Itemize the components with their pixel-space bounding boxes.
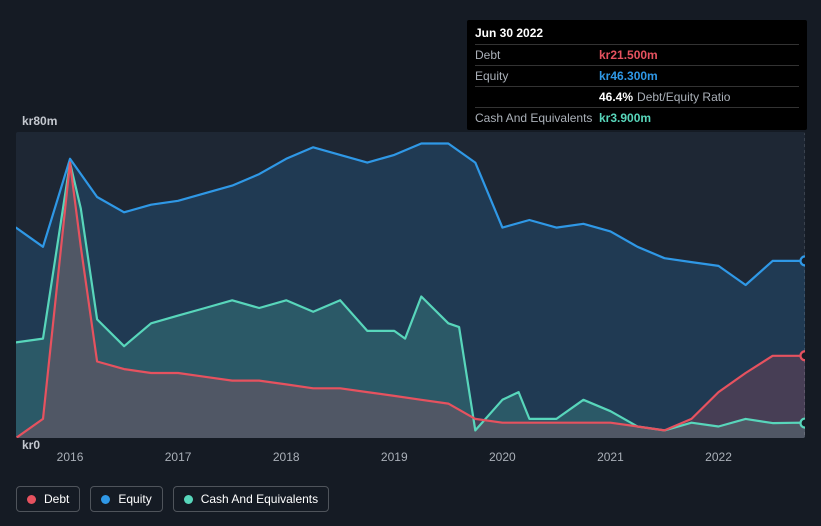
chart-area[interactable]: kr80m kr0 2016201720182019202020212022 — [16, 120, 805, 466]
x-tick-label: 2017 — [165, 450, 192, 464]
x-axis-ticks: 2016 2017 2018 2019 2020 2021 2022 — [16, 450, 805, 466]
legend-dot — [101, 495, 110, 504]
x-tick-label: 2022 — [705, 450, 732, 464]
y-axis-max-label: kr80m — [22, 114, 57, 128]
legend-label: Equity — [118, 492, 151, 506]
tooltip-row: Equitykr46.300m — [475, 65, 799, 86]
chart-legend: Debt Equity Cash And Equivalents — [16, 486, 329, 512]
tooltip-row-value: kr21.500m — [599, 48, 658, 62]
legend-dot — [27, 495, 36, 504]
tooltip-row-value: kr46.300m — [599, 69, 658, 83]
chart-svg — [16, 132, 805, 438]
chart-root: { "tooltip": { "date": "Jun 30 2022", "r… — [0, 0, 821, 526]
series-marker — [801, 351, 806, 360]
x-tick-label: 2018 — [273, 450, 300, 464]
tooltip-row: Debtkr21.500m — [475, 44, 799, 65]
tooltip-date: Jun 30 2022 — [475, 26, 799, 44]
tooltip-row-label — [475, 90, 599, 104]
chart-tooltip: Jun 30 2022 Debtkr21.500mEquitykr46.300m… — [467, 20, 807, 130]
tooltip-row-value: 46.4% — [599, 90, 633, 104]
tooltip-row-label: Equity — [475, 69, 599, 83]
x-tick-label: 2019 — [381, 450, 408, 464]
tooltip-row-extra: Debt/Equity Ratio — [637, 90, 730, 104]
tooltip-row: 46.4% Debt/Equity Ratio — [475, 86, 799, 107]
x-tick-label: 2020 — [489, 450, 516, 464]
series-marker — [801, 256, 806, 265]
legend-item-equity[interactable]: Equity — [90, 486, 162, 512]
x-tick-label: 2016 — [57, 450, 84, 464]
legend-label: Debt — [44, 492, 69, 506]
legend-label: Cash And Equivalents — [201, 492, 318, 506]
legend-dot — [184, 495, 193, 504]
tooltip-row-label: Debt — [475, 48, 599, 62]
legend-item-cash-and-equivalents[interactable]: Cash And Equivalents — [173, 486, 329, 512]
series-marker — [801, 419, 806, 428]
legend-item-debt[interactable]: Debt — [16, 486, 80, 512]
x-tick-label: 2021 — [597, 450, 624, 464]
